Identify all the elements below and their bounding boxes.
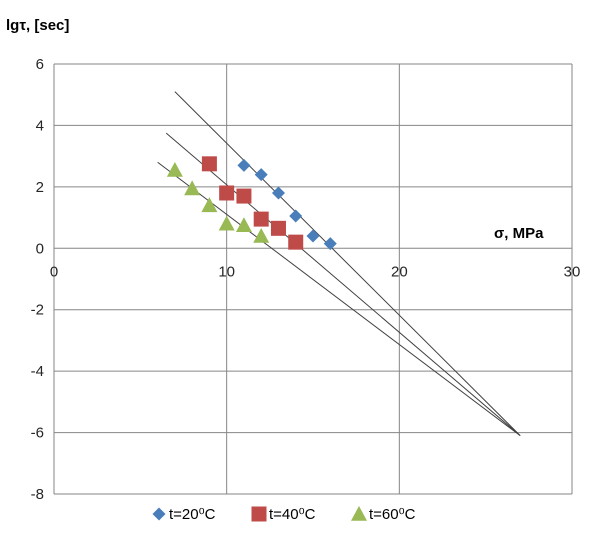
data-point-square xyxy=(236,188,252,204)
legend-marker-diamond xyxy=(152,507,166,521)
y-tick-label: -2 xyxy=(31,302,44,319)
y-tick-label: -4 xyxy=(31,363,44,380)
trend-line xyxy=(165,132,521,437)
data-points xyxy=(166,156,337,251)
data-point-triangle xyxy=(184,180,201,196)
data-point-square xyxy=(201,156,217,172)
x-tick-label: 30 xyxy=(564,263,581,280)
data-point-diamond xyxy=(237,158,251,172)
data-point-square xyxy=(253,211,269,227)
y-tick-label: 2 xyxy=(36,179,44,196)
data-point-triangle xyxy=(253,228,270,243)
data-point-square xyxy=(270,220,286,236)
x-tick-label: 10 xyxy=(218,263,235,280)
data-point-triangle xyxy=(201,197,218,213)
y-tick-label: 6 xyxy=(36,56,44,73)
legend-label: t=60⁰C xyxy=(369,506,416,523)
trend-line xyxy=(157,161,521,437)
data-point-diamond xyxy=(271,186,285,200)
y-tick-label: 4 xyxy=(36,117,44,134)
data-point-diamond xyxy=(306,229,320,243)
legend: t=20⁰C t=40⁰C t=60⁰C xyxy=(152,506,416,523)
trend-line xyxy=(174,91,521,436)
legend-marker-triangle xyxy=(351,506,367,521)
data-point-diamond xyxy=(289,209,303,223)
x-tick-labels: 0 10 20 30 xyxy=(50,263,581,280)
grid xyxy=(53,63,573,495)
legend-label: t=40⁰C xyxy=(269,506,316,523)
y-axis-label: lgτ, [sec] xyxy=(6,17,69,34)
x-tick-label: 20 xyxy=(391,263,408,280)
legend-marker-square xyxy=(251,506,267,522)
data-point-diamond xyxy=(254,168,268,182)
data-point-diamond xyxy=(323,237,337,251)
y-tick-labels: -8 -6 -4 -2 0 2 4 6 xyxy=(31,56,44,503)
data-point-square xyxy=(219,185,235,201)
x-tick-label: 0 xyxy=(50,263,58,280)
y-tick-label: -6 xyxy=(31,425,44,442)
x-axis-label: σ, MPa xyxy=(494,225,544,242)
data-point-triangle xyxy=(218,215,235,231)
y-tick-label: -8 xyxy=(31,486,44,503)
data-point-triangle xyxy=(235,217,252,233)
trend-lines xyxy=(157,91,521,437)
data-point-square xyxy=(288,234,304,250)
data-point-triangle xyxy=(166,161,183,177)
y-tick-label: 0 xyxy=(36,240,44,257)
legend-label: t=20⁰C xyxy=(169,506,216,523)
